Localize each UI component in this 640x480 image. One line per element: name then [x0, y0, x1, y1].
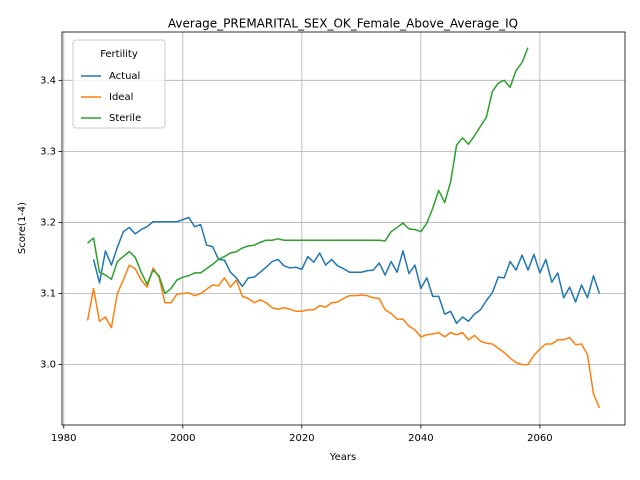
- grid: 1980 2000 2020 2040 2060 3.0 3.1 3.2 3.3 3.4: [40, 32, 625, 444]
- series-layer: [86, 47, 601, 409]
- series-line: [86, 264, 601, 409]
- series-line: [87, 47, 529, 295]
- legend-label: Ideal: [109, 92, 133, 103]
- x-axis-label: Years: [329, 452, 356, 463]
- x-tick-label: 2040: [408, 433, 433, 444]
- axes-frame: [61, 31, 626, 426]
- y-tick-label: 3.3: [40, 146, 56, 157]
- x-tick-label: 2020: [289, 433, 314, 444]
- legend-title: Fertility: [100, 49, 138, 60]
- x-tick-label: 2000: [170, 433, 195, 444]
- legend-label: Sterile: [109, 113, 141, 124]
- y-tick-label: 3.0: [40, 360, 56, 371]
- x-tick-label: 2060: [527, 433, 552, 444]
- y-axis-label: Score(1-4): [17, 202, 28, 254]
- y-tick-label: 3.1: [40, 289, 56, 300]
- legend-box: [72, 39, 166, 129]
- legend: Fertility Actual Ideal Sterile: [72, 39, 166, 129]
- series-line: [92, 216, 601, 325]
- y-tick-label: 3.4: [40, 75, 56, 86]
- y-tick-label: 3.2: [40, 217, 56, 228]
- chart-title: Average_PREMARITAL_SEX_OK_Female_Above_A…: [168, 17, 518, 31]
- x-tick-label: 1980: [51, 433, 76, 444]
- legend-label: Actual: [109, 71, 140, 82]
